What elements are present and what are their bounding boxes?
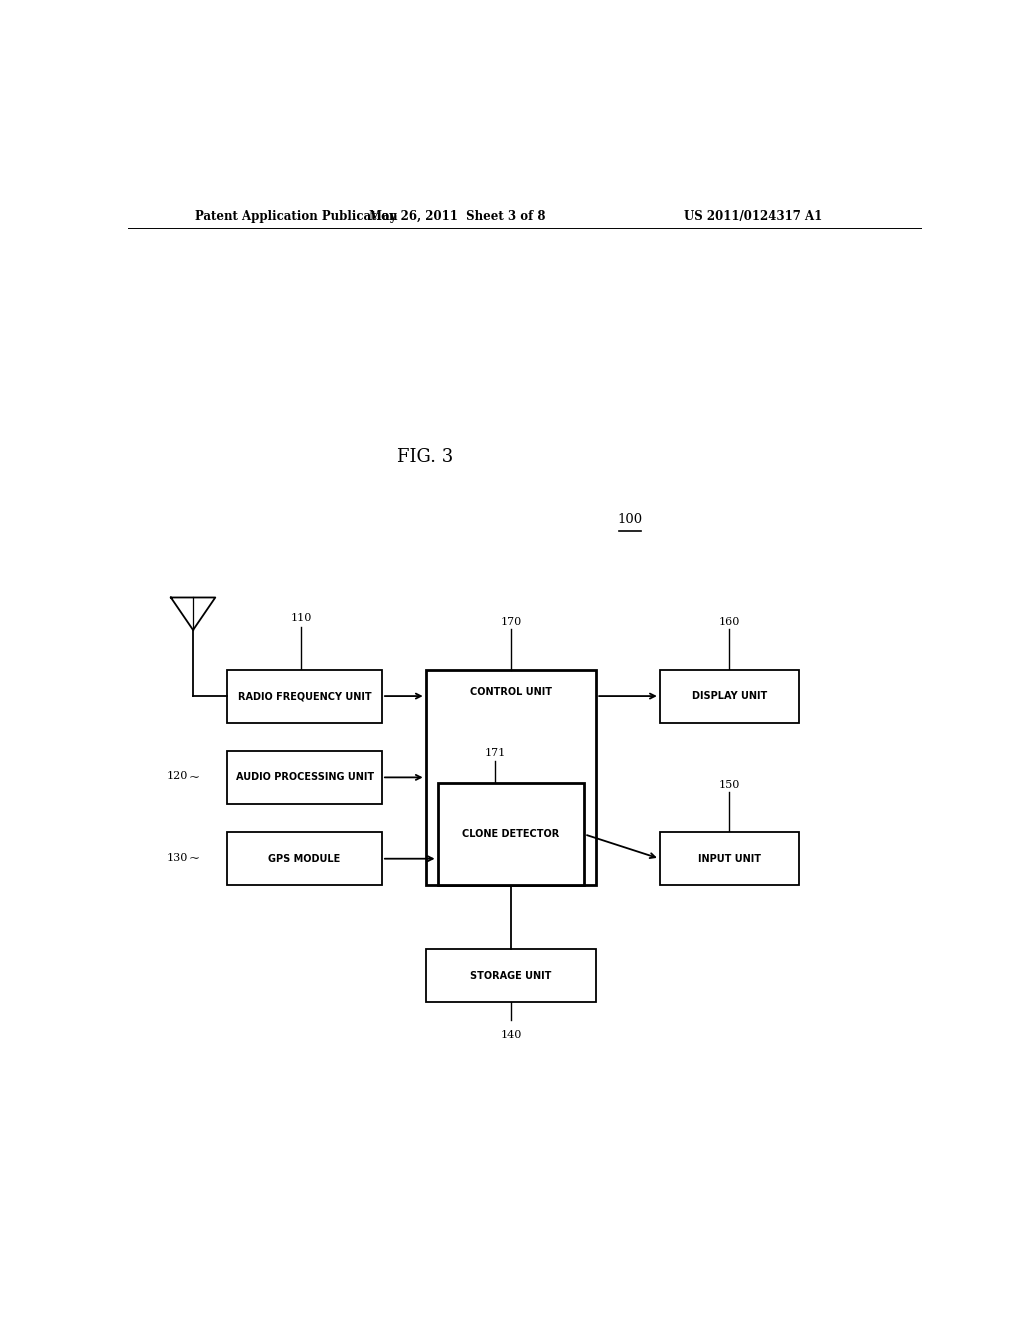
FancyBboxPatch shape: [659, 669, 799, 722]
Text: INPUT UNIT: INPUT UNIT: [697, 854, 761, 863]
Text: Patent Application Publication: Patent Application Publication: [196, 210, 398, 223]
Text: 171: 171: [484, 748, 506, 758]
Text: DISPLAY UNIT: DISPLAY UNIT: [691, 692, 767, 701]
Text: 160: 160: [719, 616, 739, 627]
Text: US 2011/0124317 A1: US 2011/0124317 A1: [684, 210, 822, 223]
FancyBboxPatch shape: [227, 751, 382, 804]
Text: GPS MODULE: GPS MODULE: [268, 854, 341, 863]
FancyBboxPatch shape: [659, 833, 799, 886]
Text: 140: 140: [501, 1031, 521, 1040]
Text: 100: 100: [617, 513, 643, 527]
Text: RADIO FREQUENCY UNIT: RADIO FREQUENCY UNIT: [238, 692, 372, 701]
FancyBboxPatch shape: [227, 669, 382, 722]
FancyBboxPatch shape: [426, 949, 596, 1002]
Text: 150: 150: [719, 780, 739, 789]
FancyBboxPatch shape: [227, 833, 382, 886]
Text: 130: 130: [166, 853, 187, 863]
Text: CLONE DETECTOR: CLONE DETECTOR: [462, 829, 559, 840]
Text: 110: 110: [291, 612, 311, 623]
Text: May 26, 2011  Sheet 3 of 8: May 26, 2011 Sheet 3 of 8: [369, 210, 546, 223]
Text: 170: 170: [501, 616, 521, 627]
Text: 120: 120: [166, 771, 187, 781]
Text: AUDIO PROCESSING UNIT: AUDIO PROCESSING UNIT: [236, 772, 374, 783]
Text: ~: ~: [189, 853, 201, 865]
Text: STORAGE UNIT: STORAGE UNIT: [470, 970, 552, 981]
Text: FIG. 3: FIG. 3: [397, 449, 454, 466]
Text: CONTROL UNIT: CONTROL UNIT: [470, 686, 552, 697]
FancyBboxPatch shape: [437, 784, 585, 886]
FancyBboxPatch shape: [426, 669, 596, 886]
Text: ~: ~: [189, 771, 201, 784]
